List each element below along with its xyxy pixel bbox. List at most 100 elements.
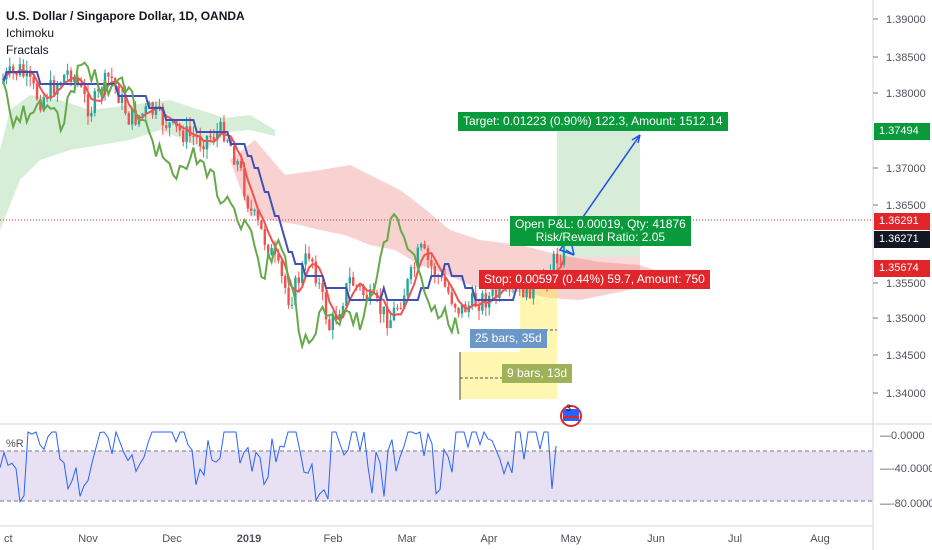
price-axis[interactable]: 1.39000 1.38500 1.38000 1.37000 1.36500 1.355… [873,14,926,400]
range-label-1[interactable]: 25 bars, 35d [470,329,547,348]
price-tag-stop: 1.35674 [874,260,930,277]
candle-body [86,94,90,117]
candle-body [175,119,178,127]
candle-body [430,260,433,267]
candle-body [141,113,144,116]
candle-body [80,84,83,87]
risk-reward-text: Risk/Reward Ratio: 2.05 [535,230,666,244]
candle-body [335,315,338,321]
event-badge-count: 3 [566,403,571,413]
price-tag-target: 1.37494 [874,123,930,140]
candle-body [494,289,498,298]
candle-body [352,277,355,286]
candle-body [182,130,185,143]
candle-body [454,303,457,308]
indicator-fractals[interactable]: Fractals [6,43,49,57]
price-tick-label: 1.38000 [886,88,926,100]
indicator-ichimoku[interactable]: Ichimoku [6,26,55,40]
pnl-label[interactable]: Open P&L: 0.00019, Qty: 41876 Risk/Rewar… [510,216,691,246]
candle-body [386,306,389,329]
candle-body [559,263,562,265]
candle-body [409,267,413,280]
candle-body [314,261,317,284]
candle-body [406,279,409,296]
candle-body [12,66,15,72]
candle-body [447,286,450,293]
candle-body [433,266,436,276]
candle-body [1,79,5,81]
candle-body [338,314,341,321]
candle-body [212,137,215,140]
candle-body [348,277,351,284]
oscillator-tick-label: —-80.0000 [880,498,932,510]
time-tick-label: Jul [728,533,742,545]
event-badge[interactable]: 3 [560,403,582,427]
candle-body [416,247,419,268]
candle-body [392,307,396,321]
candle-body [168,122,171,128]
candle-body [556,253,559,264]
candle-body [134,109,137,125]
candle-body [246,196,249,209]
williams-r-line [0,430,557,504]
time-tick-label: Nov [78,533,98,545]
oscillator-tick-label: —-40.0000 [880,463,932,475]
target-label[interactable]: Target: 0.01223 (0.90%) 122.3, Amount: 1… [458,112,728,131]
candle-body [369,289,372,301]
candle-body [263,229,266,245]
arrow-head [631,134,641,144]
candle-body [324,292,328,320]
candle-body [63,74,66,83]
candle-body [270,247,273,256]
symbol-title[interactable]: U.S. Dollar / Singapore Dollar, 1D, OAND… [6,9,245,23]
candle-body [131,109,134,125]
candle-body [301,264,304,283]
lagging-span [2,61,460,351]
candle-body [420,243,423,248]
candle-body [195,136,198,138]
candle-body [199,136,202,147]
projection-arrow[interactable] [558,134,641,256]
indicator-lines [2,61,565,351]
oscillator-axis[interactable]: —0.0000 —-40.0000 —-80.0000 %R [6,430,932,510]
candle-body [69,70,73,83]
price-tick-label: 1.35000 [886,313,926,325]
candle-body [107,72,110,77]
range-label-2[interactable]: 9 bars, 13d [502,364,573,383]
candle-body [148,102,151,107]
candle-body [287,287,290,306]
candle-body [52,80,56,95]
stop-label[interactable]: Stop: 0.00597 (0.44%) 59.7, Amount: 750 [479,270,710,289]
candle-body [161,106,164,126]
candle-body [450,292,453,304]
candle-body [280,260,283,277]
candle-body [471,293,474,306]
time-tick-label: Apr [480,533,497,545]
oscillator-label: %R [6,438,24,450]
candle-body [460,304,464,314]
price-tag-last: 1.36271 [874,231,930,248]
candle-body [522,281,525,298]
candle-body [443,277,447,287]
price-tick-label: 1.34500 [886,350,926,362]
candle-body [413,267,416,269]
candle-body [236,161,239,165]
candle-body [277,254,280,261]
candle-body [552,253,555,272]
candle-body [144,106,147,114]
candle-body [382,306,385,315]
candle-body [219,121,222,132]
candle-body [32,76,35,84]
time-tick-label: Jun [647,533,665,545]
candle-body [311,258,314,262]
candle-body [127,113,130,125]
candle-body [256,210,260,221]
candle-body [66,70,69,75]
candle-body [97,89,100,92]
ichimoku-cloud [0,95,655,300]
chart-legend: U.S. Dollar / Singapore Dollar, 1D, OAND… [6,8,245,59]
time-axis[interactable]: ct Nov Dec 2019 Feb Mar Apr May Jun Jul Aug [4,533,830,545]
candle-body [297,277,300,283]
time-tick-label: ct [4,533,13,545]
